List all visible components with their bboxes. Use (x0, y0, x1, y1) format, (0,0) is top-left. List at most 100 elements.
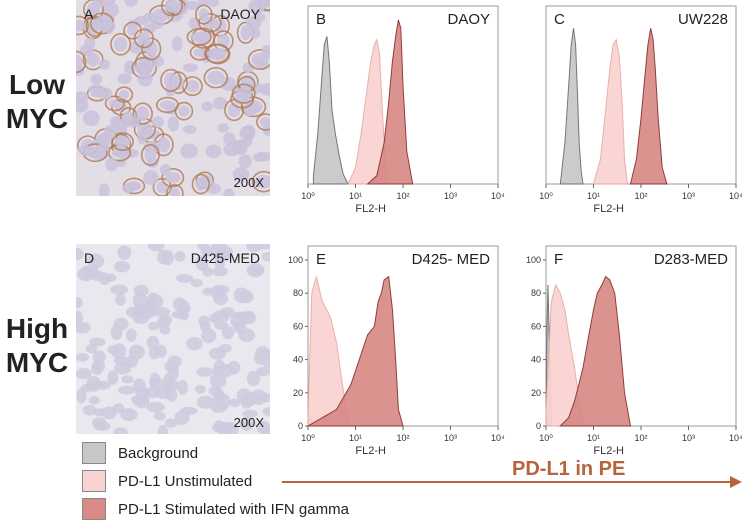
cell-nucleus (115, 136, 131, 148)
cell-nucleus (157, 137, 170, 153)
legend-swatch-unstimulated (82, 470, 106, 492)
series-area-stim (306, 275, 404, 427)
membrane-stain (83, 0, 104, 20)
cell-nucleus (255, 174, 270, 189)
cell-nucleus (172, 297, 186, 311)
cell-nucleus (128, 41, 144, 54)
cell-nucleus (133, 284, 150, 297)
membrane-stain (247, 49, 270, 70)
cell-nucleus (147, 55, 165, 68)
cell-nucleus (239, 125, 256, 141)
membrane-stain (160, 68, 182, 92)
cell-nucleus (159, 100, 176, 110)
cell-nucleus (120, 408, 138, 422)
panel-letter-c: C (554, 11, 565, 28)
x-axis-label: FL2-H (593, 445, 624, 457)
cell-nucleus (76, 388, 87, 404)
membrane-stain (76, 50, 87, 74)
cell-nucleus (259, 117, 270, 127)
cell-nucleus (190, 278, 204, 288)
cell-nucleus (115, 293, 126, 306)
cell-nucleus (161, 250, 174, 266)
cell-nucleus (236, 388, 252, 403)
cell-nucleus (235, 87, 252, 100)
membrane-stain (132, 102, 153, 125)
membrane-stain (140, 144, 160, 166)
x-tick-label: 10² (396, 191, 409, 201)
cell-nucleus (149, 15, 165, 30)
cell-nucleus (121, 375, 134, 384)
cell-nucleus (78, 145, 92, 156)
cell-nucleus (91, 0, 109, 8)
cell-nucleus (146, 401, 165, 413)
membrane-stain (203, 43, 230, 64)
cell-nucleus (163, 373, 174, 388)
membrane-stain (141, 37, 162, 61)
cell-nucleus (230, 312, 246, 329)
cell-nucleus (261, 251, 270, 262)
legend-item-stimulated: PD-L1 Stimulated with IFN gamma (82, 498, 349, 520)
legend: Background PD-L1 Unstimulated PD-L1 Stim… (82, 440, 402, 520)
cell-nucleus (165, 171, 181, 184)
cell-nucleus (110, 116, 121, 127)
panel-letter-b: B (316, 11, 326, 28)
panel-letter-f: F (554, 251, 563, 268)
x-tick-label: 10³ (682, 433, 695, 443)
cell-nucleus (240, 416, 254, 431)
x-tick-label: 10⁰ (301, 191, 315, 201)
cell-nucleus (152, 307, 171, 317)
x-tick-label: 10² (396, 433, 409, 443)
cell-nucleus (178, 105, 190, 117)
arrow-label: PD-L1 in PE (512, 458, 626, 480)
legend-item-background: Background (82, 442, 198, 464)
cell-nucleus (213, 291, 229, 306)
cell-nucleus (110, 324, 123, 341)
cell-nucleus (108, 99, 122, 108)
cell-nucleus (76, 368, 92, 380)
cell-nucleus (137, 32, 151, 45)
cell-nucleus (211, 244, 228, 252)
cell-nucleus (124, 0, 138, 7)
cell-nucleus (86, 53, 100, 67)
cell-nucleus (248, 26, 261, 39)
membrane-stain (76, 15, 89, 36)
series-area-background (312, 36, 349, 185)
panel-title: DAOY (447, 11, 490, 28)
y-tick-label: 0 (536, 421, 541, 431)
y-tick-label: 80 (531, 288, 541, 298)
y-tick-label: 40 (531, 355, 541, 365)
cell-nucleus (178, 308, 190, 321)
cell-nucleus (220, 76, 237, 92)
series-area-stim (629, 28, 668, 185)
cell-nucleus (254, 151, 270, 162)
membrane-stain (111, 132, 134, 151)
x-tick-label: 10⁴ (729, 191, 742, 201)
cell-nucleus (145, 41, 158, 57)
cell-nucleus (171, 36, 183, 52)
cell-nucleus (198, 8, 209, 21)
cell-nucleus (137, 71, 153, 87)
cell-nucleus (80, 265, 93, 280)
panel-letter-e: E (316, 251, 326, 268)
cell-nucleus (148, 321, 160, 331)
cell-nucleus (82, 404, 97, 416)
cell-nucleus (151, 116, 164, 128)
cell-nucleus (223, 132, 236, 146)
cell-nucleus (194, 384, 206, 394)
cell-nucleus (245, 16, 262, 30)
histogram-f: 10⁰ 10¹ 10² 10³ 10⁴ 0 20 40 60 80 100 FL2-H F D283-ME… (526, 245, 742, 457)
cell-nucleus (223, 188, 235, 196)
cell-nucleus (212, 266, 228, 277)
cell-nucleus (135, 60, 154, 76)
micrograph-name: DAOY (220, 6, 260, 22)
cell-nucleus (117, 73, 132, 85)
cell-nucleus (76, 310, 83, 326)
cell-nucleus (186, 337, 203, 351)
cell-nucleus (146, 335, 160, 350)
cell-nucleus (243, 101, 258, 116)
cell-nucleus (246, 244, 262, 252)
micrograph-d425-med: D D425-MED 200X (76, 244, 270, 434)
row-label-line2: MYC (5, 347, 69, 378)
row-label-low-myc: Low MYC (0, 68, 74, 136)
